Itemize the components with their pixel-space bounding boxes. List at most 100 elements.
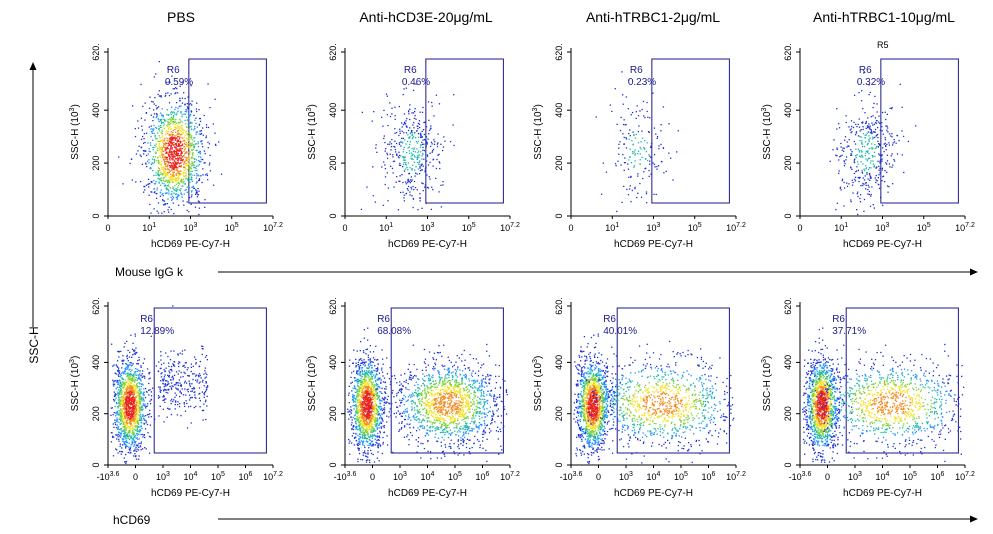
x-tick-label: 105 — [211, 471, 225, 482]
x-tick-label: 105 — [448, 471, 462, 482]
scatter-points — [595, 71, 679, 213]
x-tick-label: 107.2 — [263, 471, 283, 482]
x-axis-label: hCD69 PE-Cy7-H — [151, 239, 230, 250]
gate-r6 — [880, 58, 959, 204]
x-tick-label: 107.2 — [263, 222, 283, 233]
x-tick-label: 105 — [462, 222, 476, 233]
x-tick-label: 103 — [647, 222, 661, 233]
y-tick-label: 400 — [328, 103, 338, 118]
x-tick-label: 103 — [848, 471, 862, 482]
x-tick-label: 107.2 — [726, 222, 746, 233]
x-tick-label: 104 — [876, 471, 890, 482]
x-tick-label: 107.2 — [726, 471, 746, 482]
y-tick-label: 620. — [783, 43, 793, 61]
y-tick-label: 0 — [783, 213, 793, 218]
scatter-panel-r2-c1: 0 200 400 620. -103.6 0 103 104 105 106 107.2 hCD69… — [69, 297, 283, 499]
x-tick-label: 0 — [105, 223, 110, 233]
x-tick-label: -103.6 — [789, 471, 812, 482]
x-tick-label: 106 — [239, 471, 253, 482]
y-tick-label: 0 — [91, 462, 101, 467]
column-title-4: Anti-hTRBC1-10μg/mL — [813, 9, 955, 25]
x-axis-label: hCD69 PE-Cy7-H — [388, 488, 467, 499]
gate-name-label: R6 — [832, 314, 845, 325]
y-tick-label: 200 — [783, 406, 793, 421]
x-tick-label: 101 — [142, 222, 156, 233]
scatter-points — [110, 305, 209, 465]
row-annotations: SSC-H Mouse IgG k hCD69 R5 — [27, 40, 978, 527]
gate-r6 — [390, 307, 504, 454]
y-tick-label: 200 — [328, 156, 338, 171]
gate-r6 — [651, 58, 730, 204]
column-title-3: Anti-hTRBC1-2μg/mL — [586, 9, 720, 25]
y-tick-label: 200 — [554, 156, 564, 171]
gate-percent-label: 0.23% — [628, 77, 656, 88]
y-tick-label: 200 — [554, 406, 564, 421]
gate-r6 — [188, 58, 267, 204]
x-tick-label: 0 — [342, 223, 347, 233]
x-tick-label: 103 — [184, 222, 198, 233]
x-tick-label: 103 — [876, 222, 890, 233]
y-tick-label: 620. — [328, 297, 338, 315]
gate-name-label: R6 — [603, 314, 616, 325]
x-axis-label: hCD69 PE-Cy7-H — [843, 488, 922, 499]
gate-name-label: R6 — [377, 314, 390, 325]
y-tick-label: 400 — [554, 355, 564, 370]
x-tick-label: 0 — [825, 472, 830, 482]
x-axis-label: hCD69 PE-Cy7-H — [614, 488, 693, 499]
y-axis-label: SSC-H (103) — [69, 356, 81, 412]
y-side-label: SSC-H — [27, 326, 41, 363]
scatter-points — [573, 333, 735, 465]
x-tick-label: 0 — [133, 472, 138, 482]
scatter-points — [360, 83, 455, 211]
x-axis-label: hCD69 PE-Cy7-H — [614, 239, 693, 250]
gate-name-label: R6 — [404, 65, 417, 76]
y-tick-label: 400 — [783, 355, 793, 370]
y-tick-label: 0 — [554, 462, 564, 467]
y-tick-label: 0 — [91, 213, 101, 218]
y-tick-label: 200 — [91, 156, 101, 171]
scatter-points — [118, 61, 223, 216]
y-axis-label: SSC-H (103) — [532, 356, 544, 412]
y-tick-label: 0 — [328, 462, 338, 467]
x-tick-label: 107.2 — [955, 222, 975, 233]
x-tick-label: 106 — [931, 471, 945, 482]
gate-r6 — [845, 307, 959, 454]
x-tick-label: -103.6 — [97, 471, 120, 482]
y-tick-label: 620. — [783, 297, 793, 315]
x-tick-label: 101 — [379, 222, 393, 233]
scatter-panel-r2-c4: 0 200 400 620. -103.6 0 103 104 105 106 107.2 hCD69… — [761, 297, 975, 499]
scatter-panel-r1-c3: 0 200 400 620. 0 101 103 105 107.2 hCD69 PE-Cy7-H… — [532, 43, 746, 250]
y-tick-label: 200 — [91, 406, 101, 421]
scatter-panel-r1-c2: 0 200 400 620. 0 101 103 105 107.2 hCD69 PE-Cy7-H… — [306, 43, 520, 250]
x-tick-label: 104 — [647, 471, 661, 482]
x-axis-label: hCD69 PE-Cy7-H — [388, 239, 467, 250]
scatter-panel-r1-c4: 0 200 400 620. 0 101 103 105 107.2 hCD69 PE-Cy7-H… — [761, 43, 975, 250]
x-tick-label: 105 — [674, 471, 688, 482]
scatter-panel-r2-c2: 0 200 400 620. -103.6 0 103 104 105 106 107.2 hCD69… — [306, 297, 520, 499]
y-axis-label: SSC-H (103) — [532, 104, 544, 160]
y-tick-label: 620. — [554, 43, 564, 61]
x-tick-label: 105 — [688, 222, 702, 233]
scatter-points — [802, 327, 965, 464]
x-tick-label: 107.2 — [500, 471, 520, 482]
y-tick-label: 0 — [328, 213, 338, 218]
gate-percent-label: 0.46% — [402, 77, 430, 88]
x-tick-label: 101 — [605, 222, 619, 233]
y-tick-label: 200 — [783, 156, 793, 171]
x-tick-label: 105 — [917, 222, 931, 233]
gate-percent-label: 12.89% — [140, 326, 174, 337]
gate-percent-label: 37.71% — [832, 326, 866, 337]
stray-label-r5: R5 — [877, 40, 889, 50]
y-tick-label: 400 — [91, 103, 101, 118]
column-title-1: PBS — [167, 9, 195, 25]
x-tick-label: 103 — [421, 222, 435, 233]
x-tick-label: 0 — [370, 472, 375, 482]
y-tick-label: 400 — [328, 355, 338, 370]
x-axis-label: hCD69 PE-Cy7-H — [843, 239, 922, 250]
row-label-hcd69: hCD69 — [113, 513, 151, 527]
x-tick-label: 107.2 — [500, 222, 520, 233]
y-tick-label: 200 — [328, 406, 338, 421]
gate-r6 — [425, 58, 504, 204]
gate-percent-label: 40.01% — [603, 326, 637, 337]
